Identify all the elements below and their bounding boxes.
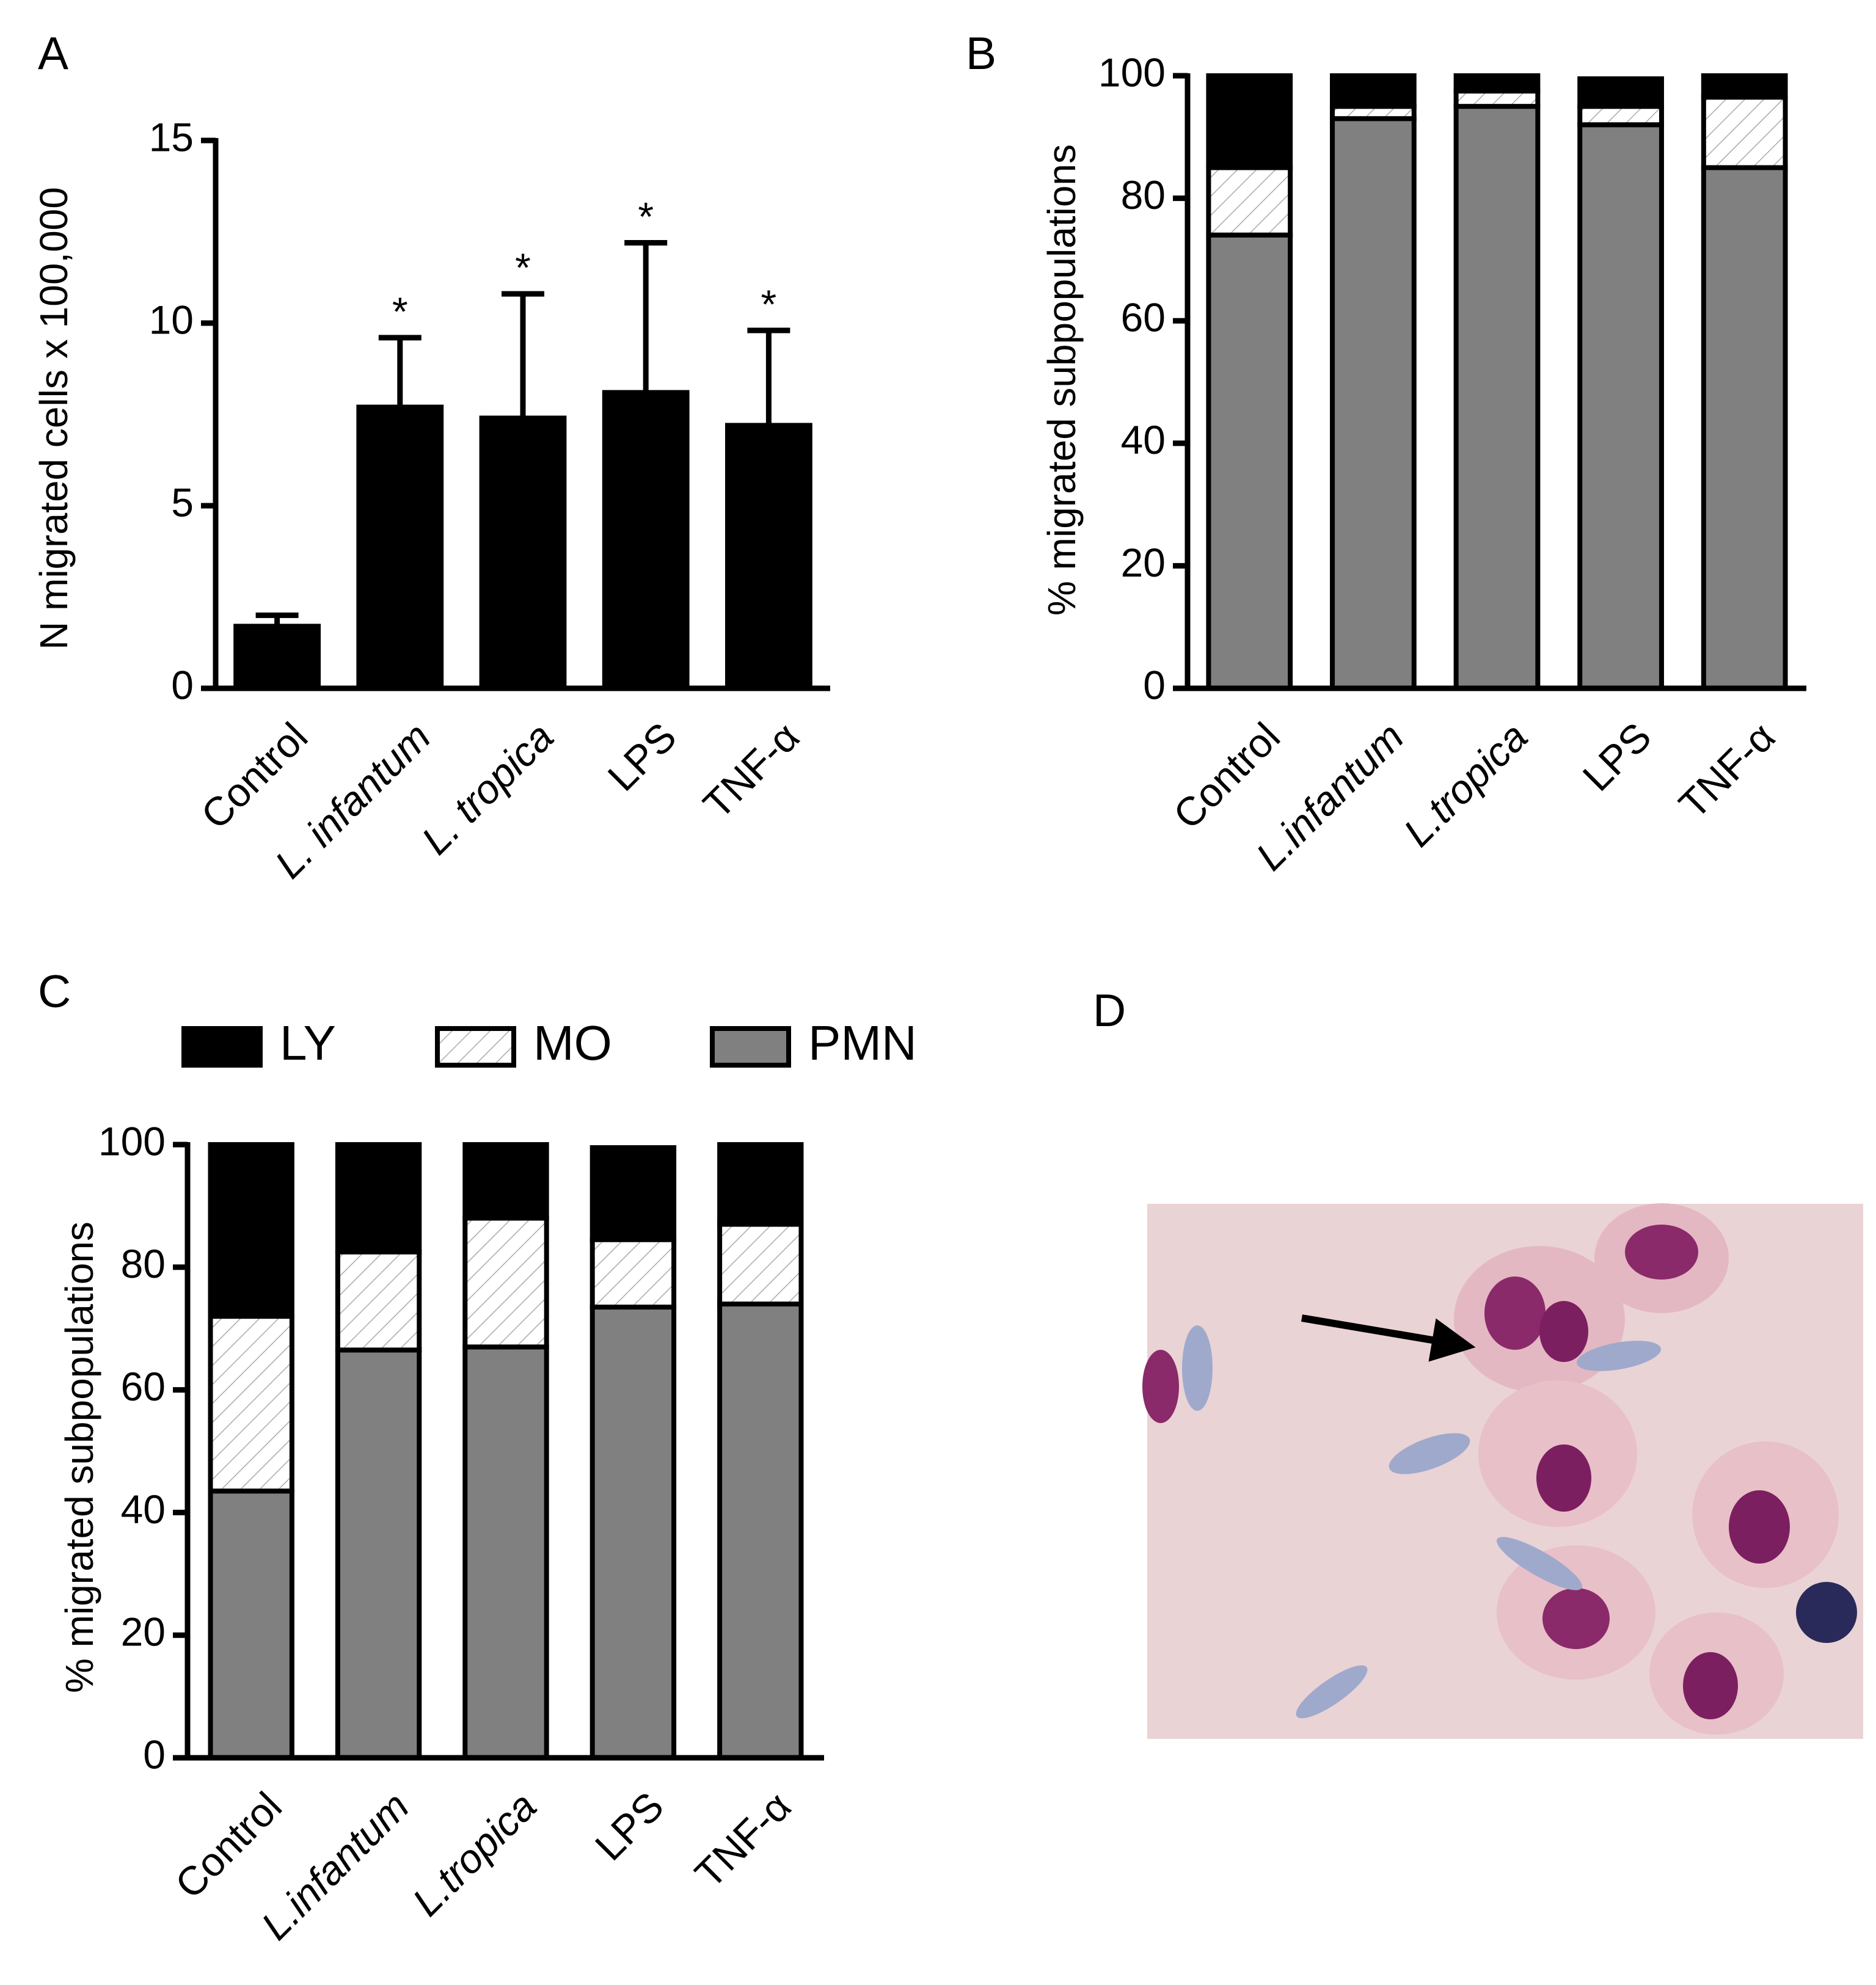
x-tick-label: Control [166, 1783, 290, 1907]
panel-label: B [966, 27, 996, 79]
panel-label: C [38, 966, 71, 1017]
bar-segment [1577, 104, 1664, 128]
bar-segment [335, 1347, 422, 1761]
bar-segment [1330, 116, 1417, 691]
bar-segment [1453, 104, 1541, 691]
bar-segment [1330, 73, 1417, 109]
bar-segment [335, 1142, 422, 1255]
y-tick-label: 10 [149, 297, 194, 342]
legend-label: LY [280, 1016, 336, 1070]
bar-segment [589, 1237, 677, 1310]
bar-segment [1206, 232, 1293, 691]
bar-segment [717, 1302, 804, 1761]
x-tick-label: TNF-α [695, 714, 808, 828]
bar-segment [335, 1249, 422, 1353]
bar-segment [208, 1314, 294, 1494]
y-tick-label: 60 [1121, 295, 1166, 340]
annotation: * [392, 289, 408, 334]
panel-label: A [38, 27, 68, 79]
y-axis-title: % migrated subpopulations [57, 1222, 101, 1693]
x-tick-label: L. tropica [413, 714, 562, 863]
bar-segment [717, 1222, 804, 1307]
legend-swatch [435, 1026, 516, 1068]
x-tick-label: Control [192, 714, 316, 838]
panel-label: D [1093, 985, 1126, 1036]
bar-segment [1206, 165, 1293, 238]
x-tick-label: LPS [1574, 714, 1660, 800]
bar [602, 390, 690, 691]
y-tick-label: 0 [1143, 662, 1166, 707]
y-axis-title: N migrated cells x 100,000 [32, 187, 76, 650]
y-axis-title: % migrated subpopulations [1040, 144, 1084, 616]
x-tick-label: L.tropica [1395, 714, 1536, 855]
bar-segment [462, 1142, 549, 1221]
x-tick-label: TNF-α [686, 1783, 800, 1897]
y-tick-label: 40 [121, 1487, 166, 1532]
annotation: * [761, 282, 777, 327]
bar-segment [1701, 95, 1788, 170]
y-tick-label: 0 [143, 1732, 166, 1777]
y-tick-label: 100 [98, 1118, 166, 1164]
bar-segment [1701, 73, 1788, 100]
bar [479, 415, 567, 691]
bar-segment [462, 1344, 549, 1761]
legend-swatch [181, 1026, 263, 1068]
legend-label: MO [533, 1016, 612, 1070]
bar-segment [589, 1145, 677, 1242]
legend-swatch [710, 1026, 791, 1068]
y-tick-label: 60 [121, 1364, 166, 1409]
y-tick-label: 80 [121, 1241, 166, 1286]
y-tick-label: 40 [1121, 417, 1166, 462]
bar-segment [589, 1305, 677, 1761]
bar-segment [462, 1215, 549, 1350]
bar [233, 624, 321, 691]
bar-segment [208, 1142, 294, 1319]
annotation: * [515, 245, 531, 290]
y-tick-label: 80 [1121, 172, 1166, 217]
micrograph [1142, 1203, 1863, 1739]
y-tick-label: 0 [171, 662, 194, 707]
y-tick-label: 100 [1098, 49, 1166, 95]
bar [724, 423, 812, 691]
x-tick-label: LPS [599, 714, 685, 800]
x-tick-label: LPS [586, 1783, 673, 1870]
bar-segment [208, 1488, 294, 1760]
bar [356, 404, 444, 691]
x-tick-label: L.tropica [404, 1783, 545, 1925]
bar-segment [1453, 73, 1541, 94]
y-tick-label: 20 [1121, 540, 1166, 585]
y-tick-label: 5 [171, 479, 194, 525]
bar-segment [1701, 165, 1788, 691]
annotation: * [638, 194, 654, 239]
bar-segment [1577, 122, 1664, 691]
bar-segment [1577, 76, 1664, 109]
bar-segment [717, 1142, 804, 1227]
y-tick-label: 20 [121, 1609, 166, 1655]
x-tick-label: TNF-α [1670, 714, 1784, 828]
y-tick-label: 15 [149, 114, 194, 159]
x-tick-label: Control [1164, 714, 1288, 838]
bar-segment [1206, 73, 1293, 170]
legend-label: PMN [808, 1016, 917, 1070]
